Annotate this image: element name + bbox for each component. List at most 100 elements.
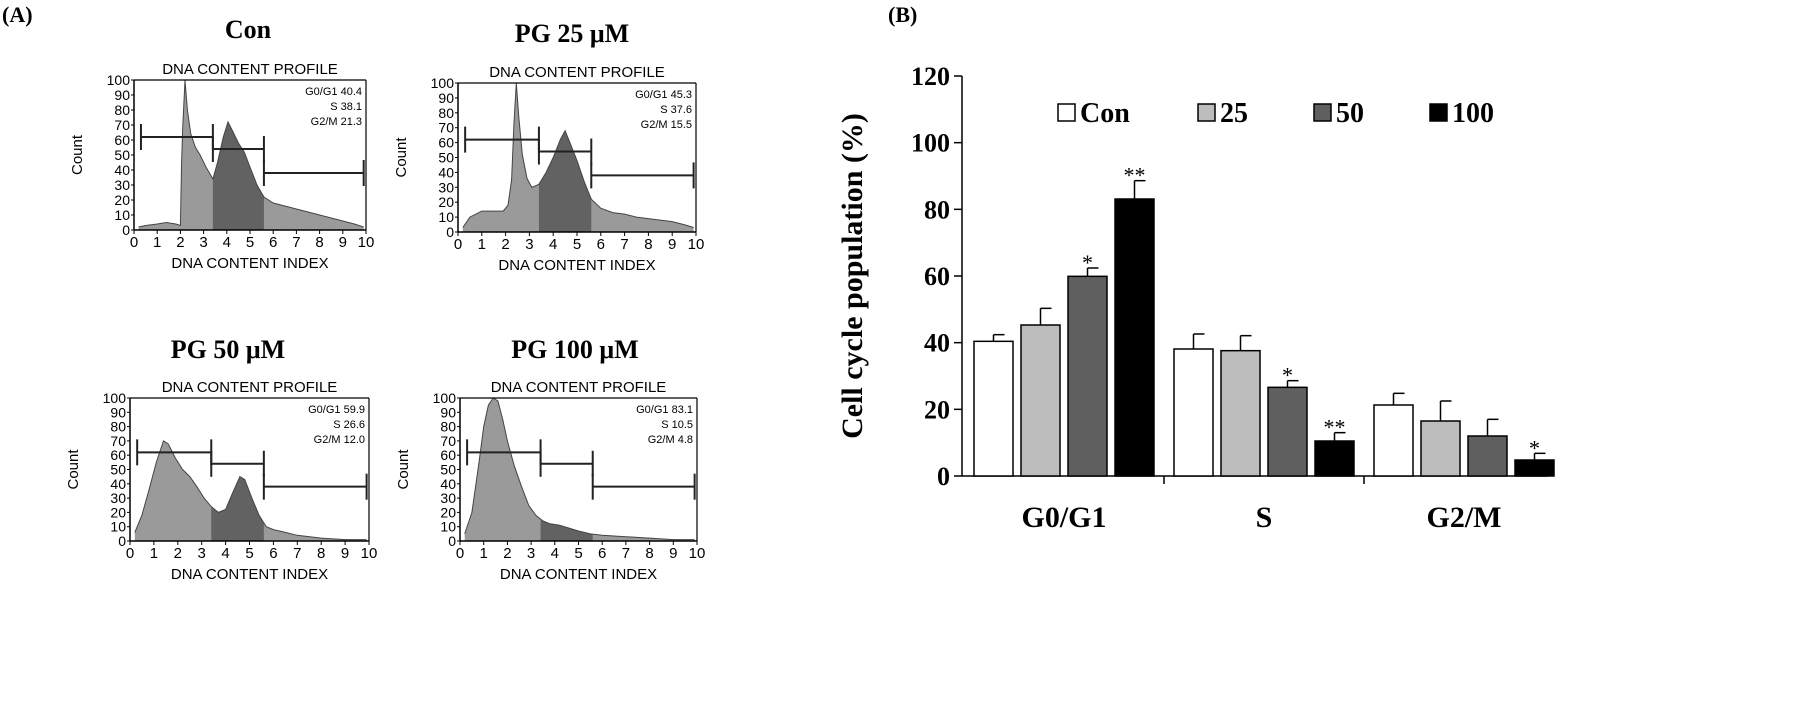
y-tick-label: 20 — [110, 504, 126, 520]
x-tick-label: 4 — [223, 234, 231, 251]
gate-marker — [537, 138, 593, 165]
x-tick-label: 3 — [199, 234, 207, 251]
x-tick-label: 3 — [527, 545, 535, 562]
histogram-area-s-phase — [540, 398, 593, 541]
x-tick-label: 4 — [551, 545, 559, 562]
bar-category-label: G2/M — [1427, 501, 1502, 534]
bar — [1314, 440, 1355, 477]
x-tick-label: 6 — [597, 236, 605, 253]
bar — [1420, 420, 1461, 477]
gate-marker — [539, 450, 594, 477]
phase-stat: S 26.6 — [333, 419, 365, 431]
bar — [1020, 324, 1061, 477]
bar-y-tick-label: 20 — [924, 395, 950, 424]
x-tick-label: 3 — [525, 236, 533, 253]
x-tick-label: 0 — [130, 234, 138, 251]
legend-swatch — [1057, 103, 1076, 122]
phase-stat: G2/M 21.3 — [311, 116, 362, 128]
legend-item: Con — [1057, 98, 1130, 129]
y-tick-label: 50 — [114, 147, 130, 163]
x-tick-label: 10 — [358, 234, 375, 251]
y-tick-label: 30 — [110, 490, 126, 506]
y-tick-label: 100 — [103, 390, 127, 406]
histogram-title: PG 25 μM — [515, 19, 629, 48]
histogram-area-s-phase — [212, 80, 264, 230]
y-tick-label: 70 — [440, 433, 456, 449]
histogram-x-label: DNA CONTENT INDEX — [171, 255, 328, 272]
x-tick-label: 2 — [176, 234, 184, 251]
histogram-subtitle: DNA CONTENT PROFILE — [491, 379, 667, 396]
y-tick-label: 60 — [110, 447, 126, 463]
x-tick-label: 6 — [598, 545, 606, 562]
bar — [973, 340, 1014, 477]
y-tick-label: 90 — [440, 404, 456, 420]
y-tick-label: 10 — [114, 207, 130, 223]
y-tick-label: 10 — [440, 519, 456, 535]
y-tick-label: 50 — [110, 462, 126, 478]
histogram-x-label: DNA CONTENT INDEX — [498, 257, 655, 274]
x-tick-label: 9 — [669, 545, 677, 562]
gate-marker — [210, 450, 265, 477]
bar-y-tick-label: 120 — [911, 62, 950, 91]
histogram-y-label: Count — [395, 449, 412, 490]
histogram-x-label: DNA CONTENT INDEX — [500, 566, 657, 583]
x-tick-label: 6 — [269, 545, 277, 562]
y-tick-label: 0 — [446, 224, 454, 240]
phase-stat: S 38.1 — [330, 101, 362, 113]
histogram-subtitle: DNA CONTENT PROFILE — [162, 379, 338, 396]
bar-y-tick-label: 40 — [924, 329, 950, 358]
bar — [1467, 435, 1508, 477]
bar — [1373, 404, 1414, 477]
significance-mark: ** — [1324, 415, 1346, 440]
y-tick-label: 90 — [110, 404, 126, 420]
x-tick-label: 0 — [454, 236, 462, 253]
legend-label: Con — [1080, 98, 1130, 129]
x-tick-label: 7 — [292, 234, 300, 251]
y-tick-label: 0 — [122, 222, 130, 238]
histogram-outline — [464, 397, 695, 541]
y-tick-label: 20 — [438, 194, 454, 210]
y-tick-label: 40 — [440, 476, 456, 492]
histogram-title: PG 50 μM — [171, 335, 285, 364]
x-tick-label: 1 — [480, 545, 488, 562]
legend-label: 50 — [1336, 98, 1364, 129]
gate-marker — [211, 136, 265, 162]
legend-swatch — [1313, 103, 1332, 122]
y-tick-label: 80 — [114, 102, 130, 118]
x-tick-label: 8 — [644, 236, 652, 253]
y-tick-label: 50 — [440, 462, 456, 478]
panel-a-label: (A) — [2, 2, 33, 27]
y-tick-label: 60 — [438, 135, 454, 151]
x-tick-label: 5 — [574, 545, 582, 562]
legend-label: 100 — [1452, 98, 1494, 129]
x-tick-label: 8 — [645, 545, 653, 562]
y-tick-label: 40 — [438, 164, 454, 180]
gate-marker — [590, 162, 695, 189]
gate-marker — [139, 124, 214, 150]
y-tick-label: 50 — [438, 150, 454, 166]
x-tick-label: 7 — [293, 545, 301, 562]
x-tick-label: 9 — [339, 234, 347, 251]
y-tick-label: 60 — [114, 132, 130, 148]
y-tick-label: 10 — [438, 209, 454, 225]
x-tick-label: 10 — [689, 545, 706, 562]
phase-stat: S 10.5 — [661, 419, 693, 431]
gate-marker — [262, 473, 368, 500]
bar-y-tick-label: 80 — [924, 195, 950, 224]
bar-y-tick-label: 0 — [937, 462, 950, 491]
histogram-title: Con — [225, 15, 272, 44]
x-tick-label: 0 — [456, 545, 464, 562]
y-tick-label: 70 — [114, 117, 130, 133]
y-tick-label: 30 — [438, 179, 454, 195]
gate-marker — [591, 473, 696, 500]
phase-stat: G2/M 12.0 — [314, 434, 365, 446]
bar-y-label: Cell cycle population (%) — [836, 113, 869, 439]
bar-category-label: S — [1256, 501, 1273, 534]
y-tick-label: 90 — [114, 87, 130, 103]
bar — [1220, 349, 1261, 477]
phase-stat: G0/G1 40.4 — [305, 86, 362, 98]
significance-mark: * — [1082, 250, 1093, 275]
